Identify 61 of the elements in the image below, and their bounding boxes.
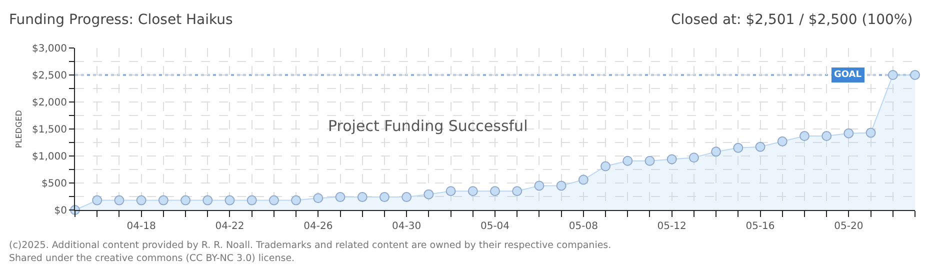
point (755, 142, 766, 152)
x-tick-label: 04-26 (304, 221, 333, 232)
x-tick-label: 04-30 (392, 221, 422, 232)
point (910, 70, 920, 80)
point (622, 156, 633, 166)
point (158, 195, 168, 206)
x-tick-label: 05-08 (568, 221, 598, 232)
point (666, 154, 677, 164)
point (180, 195, 191, 206)
point (490, 186, 500, 196)
ref-line-label: GOAL (834, 70, 862, 80)
point (578, 174, 588, 185)
point (888, 70, 898, 80)
point (268, 195, 279, 206)
chart-title: Funding Progress: Closet Haikus (9, 12, 233, 28)
text: Shared under the creative commons (CC BY-NC 3.0) license. (9, 253, 295, 264)
y-tick-label: $2,000 (32, 98, 67, 108)
text: (c)2025. Additional content provided by R. R. Noall. Trademarks and related content are owned by their respective companies. (9, 240, 612, 251)
point (822, 131, 832, 142)
y-axis-title: PLEDGED (14, 110, 24, 148)
point (335, 192, 346, 202)
annotation: Project Funding Successful (328, 117, 528, 135)
point (446, 186, 456, 196)
point (224, 195, 235, 206)
y-tick-label: $2,500 (32, 70, 67, 82)
point (202, 195, 213, 206)
point (600, 161, 611, 172)
point (246, 195, 257, 206)
x-tick-label: 05-16 (746, 221, 775, 232)
point (424, 189, 434, 200)
point (379, 192, 390, 202)
point (556, 180, 566, 191)
point (313, 193, 324, 204)
point (711, 146, 722, 157)
point (534, 180, 544, 191)
x-tick-label: 04-18 (126, 221, 156, 232)
point (291, 195, 302, 206)
chart-subtitle: Closed at: $2,501 / $2,500 (100%) (671, 12, 913, 28)
point (777, 136, 788, 146)
x-tick-label: 04-22 (215, 221, 244, 232)
y-tick-label: $500 (42, 178, 67, 190)
x-tick-label: 05-04 (480, 221, 510, 232)
point (114, 195, 124, 206)
point (92, 195, 102, 206)
x-tick-label: 05-20 (834, 221, 864, 232)
point (512, 186, 522, 196)
point (402, 192, 412, 202)
point (844, 128, 854, 138)
point (799, 131, 810, 142)
point (733, 142, 744, 153)
y-tick-label: $3,000 (32, 44, 67, 54)
y-tick-label: $1,000 (32, 152, 67, 162)
point (136, 195, 146, 206)
point (688, 152, 699, 163)
point (644, 156, 655, 166)
y-tick-label: $1,500 (32, 124, 67, 136)
x-tick-label: 05-12 (657, 221, 686, 232)
y-tick-label: $0 (54, 206, 67, 216)
point (468, 186, 478, 196)
point (357, 192, 368, 202)
point (866, 128, 876, 138)
